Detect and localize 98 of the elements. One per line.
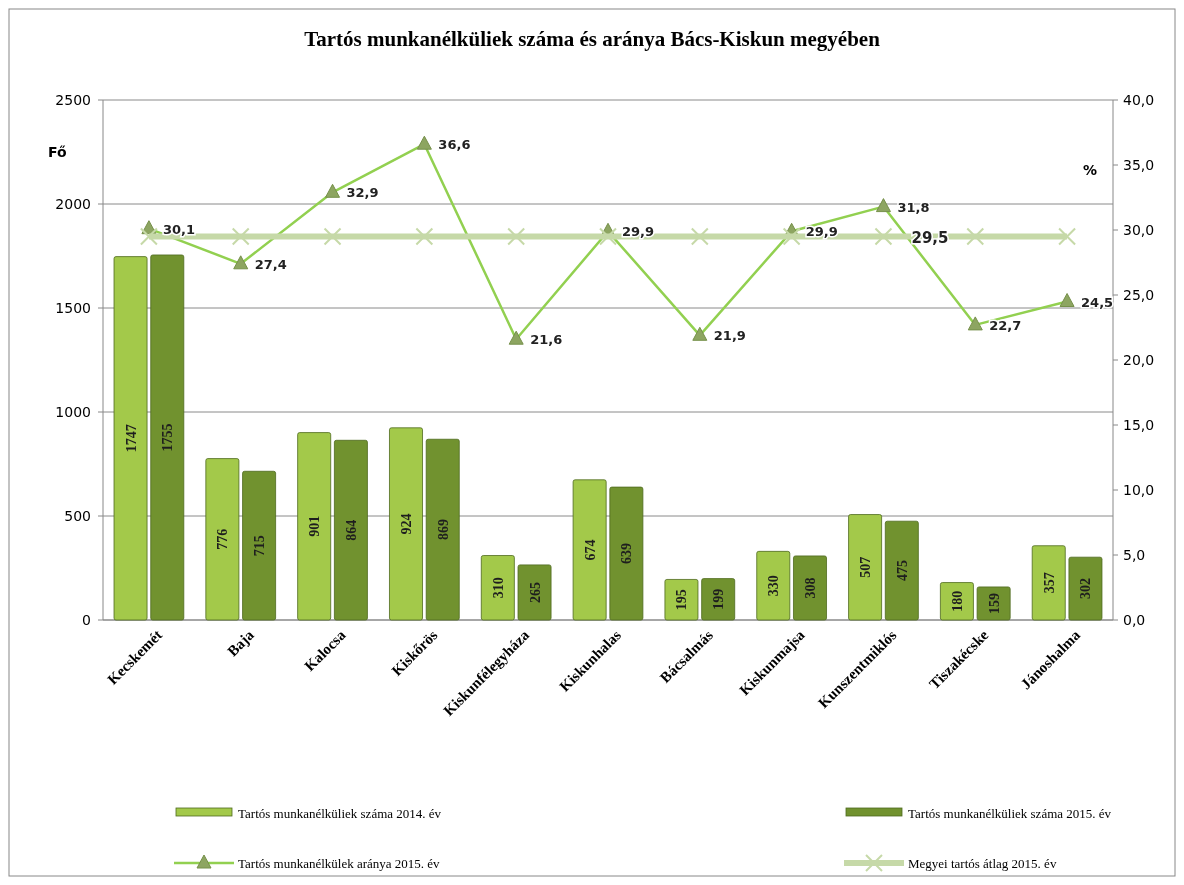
chart-title: Tartós munkanélküliek száma és aránya Bács-Kiskun megyében (304, 27, 881, 51)
y2-tick-label: 25,0 (1123, 287, 1155, 303)
point (782, 227, 801, 246)
y-axis-title: Fő (48, 144, 67, 160)
y2-tick-label: 40,0 (1123, 92, 1155, 108)
point (692, 326, 708, 341)
bar (517, 564, 552, 621)
bar (609, 486, 644, 621)
data-label: 475 (894, 560, 910, 582)
point (323, 227, 342, 246)
data-label: 24,5 (1081, 294, 1114, 310)
data-label: 302 (1078, 578, 1094, 600)
data-label: 199 (711, 588, 727, 610)
bar (701, 578, 736, 621)
data-label: 864 (343, 519, 359, 541)
y2-axis-title: % (1083, 162, 1098, 178)
point (325, 183, 341, 198)
bar (848, 514, 883, 621)
data-label: 31,8 (897, 199, 930, 215)
bar (242, 470, 277, 621)
bar (664, 579, 699, 621)
data-label: 639 (619, 543, 635, 565)
data-label: 674 (582, 539, 598, 561)
y2-tick-label: 15,0 (1123, 417, 1155, 433)
point (966, 227, 985, 246)
legend-label: Megyei tartós átlag 2015. év (908, 856, 1057, 871)
y2-tick-label: 5,0 (1123, 547, 1146, 563)
data-label: 1755 (160, 423, 176, 452)
y2-tick-label: 35,0 (1123, 157, 1155, 173)
bar (756, 550, 791, 621)
bar (333, 439, 368, 621)
data-label: 869 (435, 519, 451, 541)
bar (1068, 556, 1103, 621)
y-tick-label: 500 (64, 508, 91, 524)
data-label: 330 (766, 575, 782, 597)
data-label: 308 (803, 577, 818, 599)
point (599, 227, 617, 246)
bar (150, 254, 185, 621)
data-label: 715 (252, 535, 268, 557)
y-tick-label: 2000 (55, 196, 91, 212)
data-label: 29,5 (911, 228, 949, 247)
data-label: 21,9 (713, 328, 746, 344)
legend-label: Tartós munkanélküliek száma 2014. év (238, 806, 442, 821)
data-label: 195 (674, 589, 690, 611)
bar (939, 582, 974, 621)
data-label: 310 (490, 577, 506, 599)
point (139, 227, 158, 246)
y-tick-label: 0 (82, 612, 91, 628)
y2-tick-label: 10,0 (1123, 482, 1155, 498)
bar (1031, 545, 1066, 621)
data-label: 29,9 (805, 224, 838, 240)
data-label: 29,9 (622, 224, 655, 240)
y2-tick-label: 30,0 (1123, 222, 1155, 238)
data-label: 36,6 (438, 137, 471, 153)
bar (572, 479, 607, 621)
data-label: 30,1 (162, 221, 195, 237)
data-label: 901 (307, 515, 323, 537)
point (1059, 293, 1075, 307)
bar (884, 520, 919, 621)
point (508, 330, 524, 345)
data-label: 357 (1041, 572, 1057, 594)
point (875, 198, 891, 213)
bar (976, 586, 1011, 621)
bar (297, 432, 332, 621)
bar (480, 555, 515, 621)
point (874, 227, 893, 246)
bar (793, 555, 827, 621)
legend-label: Tartós munkanélkülek aránya 2015. év (238, 856, 441, 871)
data-label: 21,6 (530, 332, 563, 348)
y2-tick-label: 20,0 (1123, 352, 1155, 368)
point (415, 227, 434, 246)
data-label: 924 (399, 513, 414, 535)
point (1058, 227, 1077, 246)
bar (425, 438, 460, 621)
data-label: 32,9 (346, 185, 379, 201)
data-label: 1747 (123, 424, 139, 453)
data-label: 507 (858, 556, 874, 578)
bar (389, 427, 423, 621)
point (231, 227, 250, 246)
y-tick-label: 2500 (55, 92, 91, 108)
y-tick-label: 1000 (55, 404, 91, 420)
point (690, 227, 709, 246)
data-label: 180 (949, 590, 965, 612)
legend-label: Tartós munkanélküliek száma 2015. év (908, 806, 1112, 821)
bar (205, 458, 240, 621)
point (507, 227, 526, 246)
y2-tick-label: 0,0 (1123, 612, 1146, 628)
point (233, 255, 249, 270)
bar (113, 256, 148, 621)
data-label: 776 (215, 528, 231, 550)
data-label: 265 (527, 581, 543, 603)
data-label: 22,7 (989, 317, 1022, 333)
point (967, 316, 983, 331)
data-label: 27,4 (254, 256, 287, 272)
data-label: 159 (986, 592, 1002, 614)
point (416, 135, 432, 150)
x-tick-label: Baja (224, 626, 258, 660)
y-tick-label: 1500 (55, 300, 91, 316)
